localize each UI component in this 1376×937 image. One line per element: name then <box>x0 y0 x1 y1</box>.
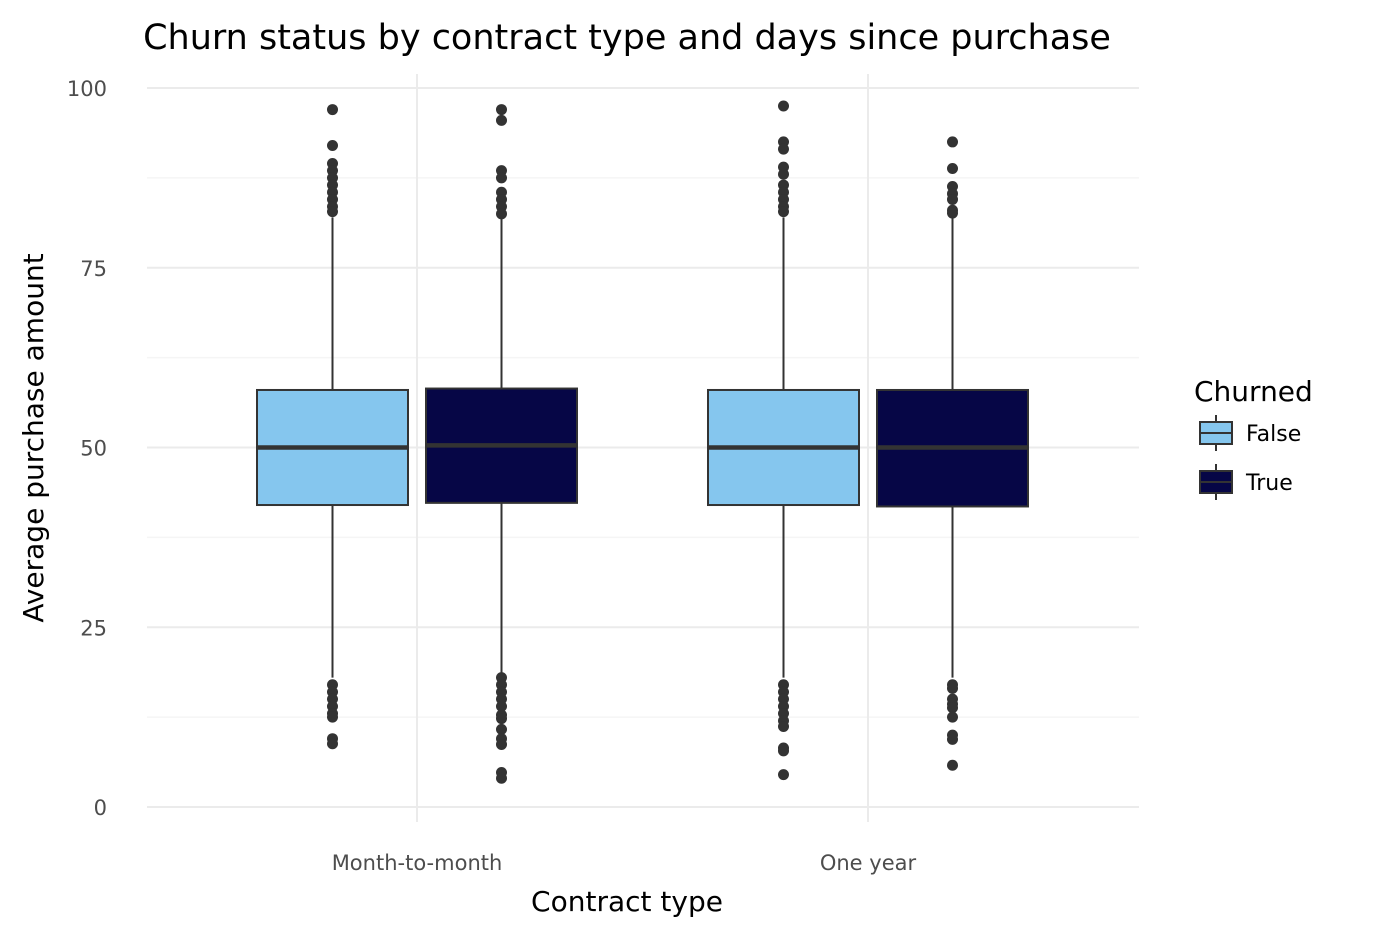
outlier-point <box>778 100 789 112</box>
x-axis-ticks: Month-to-month One year <box>332 851 917 875</box>
outlier-point <box>496 723 507 735</box>
outlier-point <box>496 772 507 784</box>
legend-label: False <box>1246 422 1301 447</box>
outlier-point <box>947 207 958 219</box>
outlier-point <box>947 759 958 771</box>
y-tick-label: 100 <box>67 77 107 101</box>
outlier-point <box>496 104 507 116</box>
y-tick-label: 75 <box>80 257 107 281</box>
outlier-point <box>778 206 789 218</box>
outlier-point <box>947 702 958 714</box>
outlier-point <box>947 136 958 148</box>
outlier-point <box>327 140 338 152</box>
outlier-point <box>496 114 507 126</box>
box-group <box>876 136 1029 771</box>
outlier-point <box>778 745 789 757</box>
x-tick-label: One year <box>820 851 917 875</box>
outlier-point <box>327 711 338 723</box>
y-axis-title: Average purchase amount <box>17 253 50 622</box>
x-tick-label: Month-to-month <box>332 851 503 875</box>
outlier-point <box>947 193 958 205</box>
legend-title: Churned <box>1194 375 1313 408</box>
chart-title: Churn status by contract type and days s… <box>143 18 1111 58</box>
outlier-point <box>778 143 789 155</box>
outlier-point <box>327 104 338 116</box>
y-tick-label: 50 <box>80 437 107 461</box>
legend-label: True <box>1245 471 1293 496</box>
y-tick-label: 0 <box>94 796 107 820</box>
outlier-point <box>778 720 789 732</box>
outlier-point <box>947 711 958 723</box>
outlier-point <box>327 738 338 750</box>
box-series <box>256 100 1029 784</box>
outlier-point <box>496 700 507 712</box>
outlier-point <box>947 733 958 745</box>
y-axis-ticks: 0 25 50 75 100 <box>67 77 107 820</box>
box-group <box>707 100 860 781</box>
outlier-point <box>496 208 507 220</box>
outlier-point <box>327 206 338 218</box>
outlier-point <box>496 172 507 184</box>
box-group <box>256 104 409 750</box>
x-axis-title: Contract type <box>531 885 723 918</box>
outlier-point <box>496 738 507 750</box>
box-group <box>425 104 578 784</box>
legend: Churned False True <box>1194 375 1313 500</box>
outlier-point <box>947 163 958 175</box>
outlier-point <box>778 168 789 180</box>
outlier-point <box>947 682 958 694</box>
y-tick-label: 25 <box>80 616 107 640</box>
outlier-point <box>778 769 789 781</box>
outlier-point <box>496 713 507 725</box>
